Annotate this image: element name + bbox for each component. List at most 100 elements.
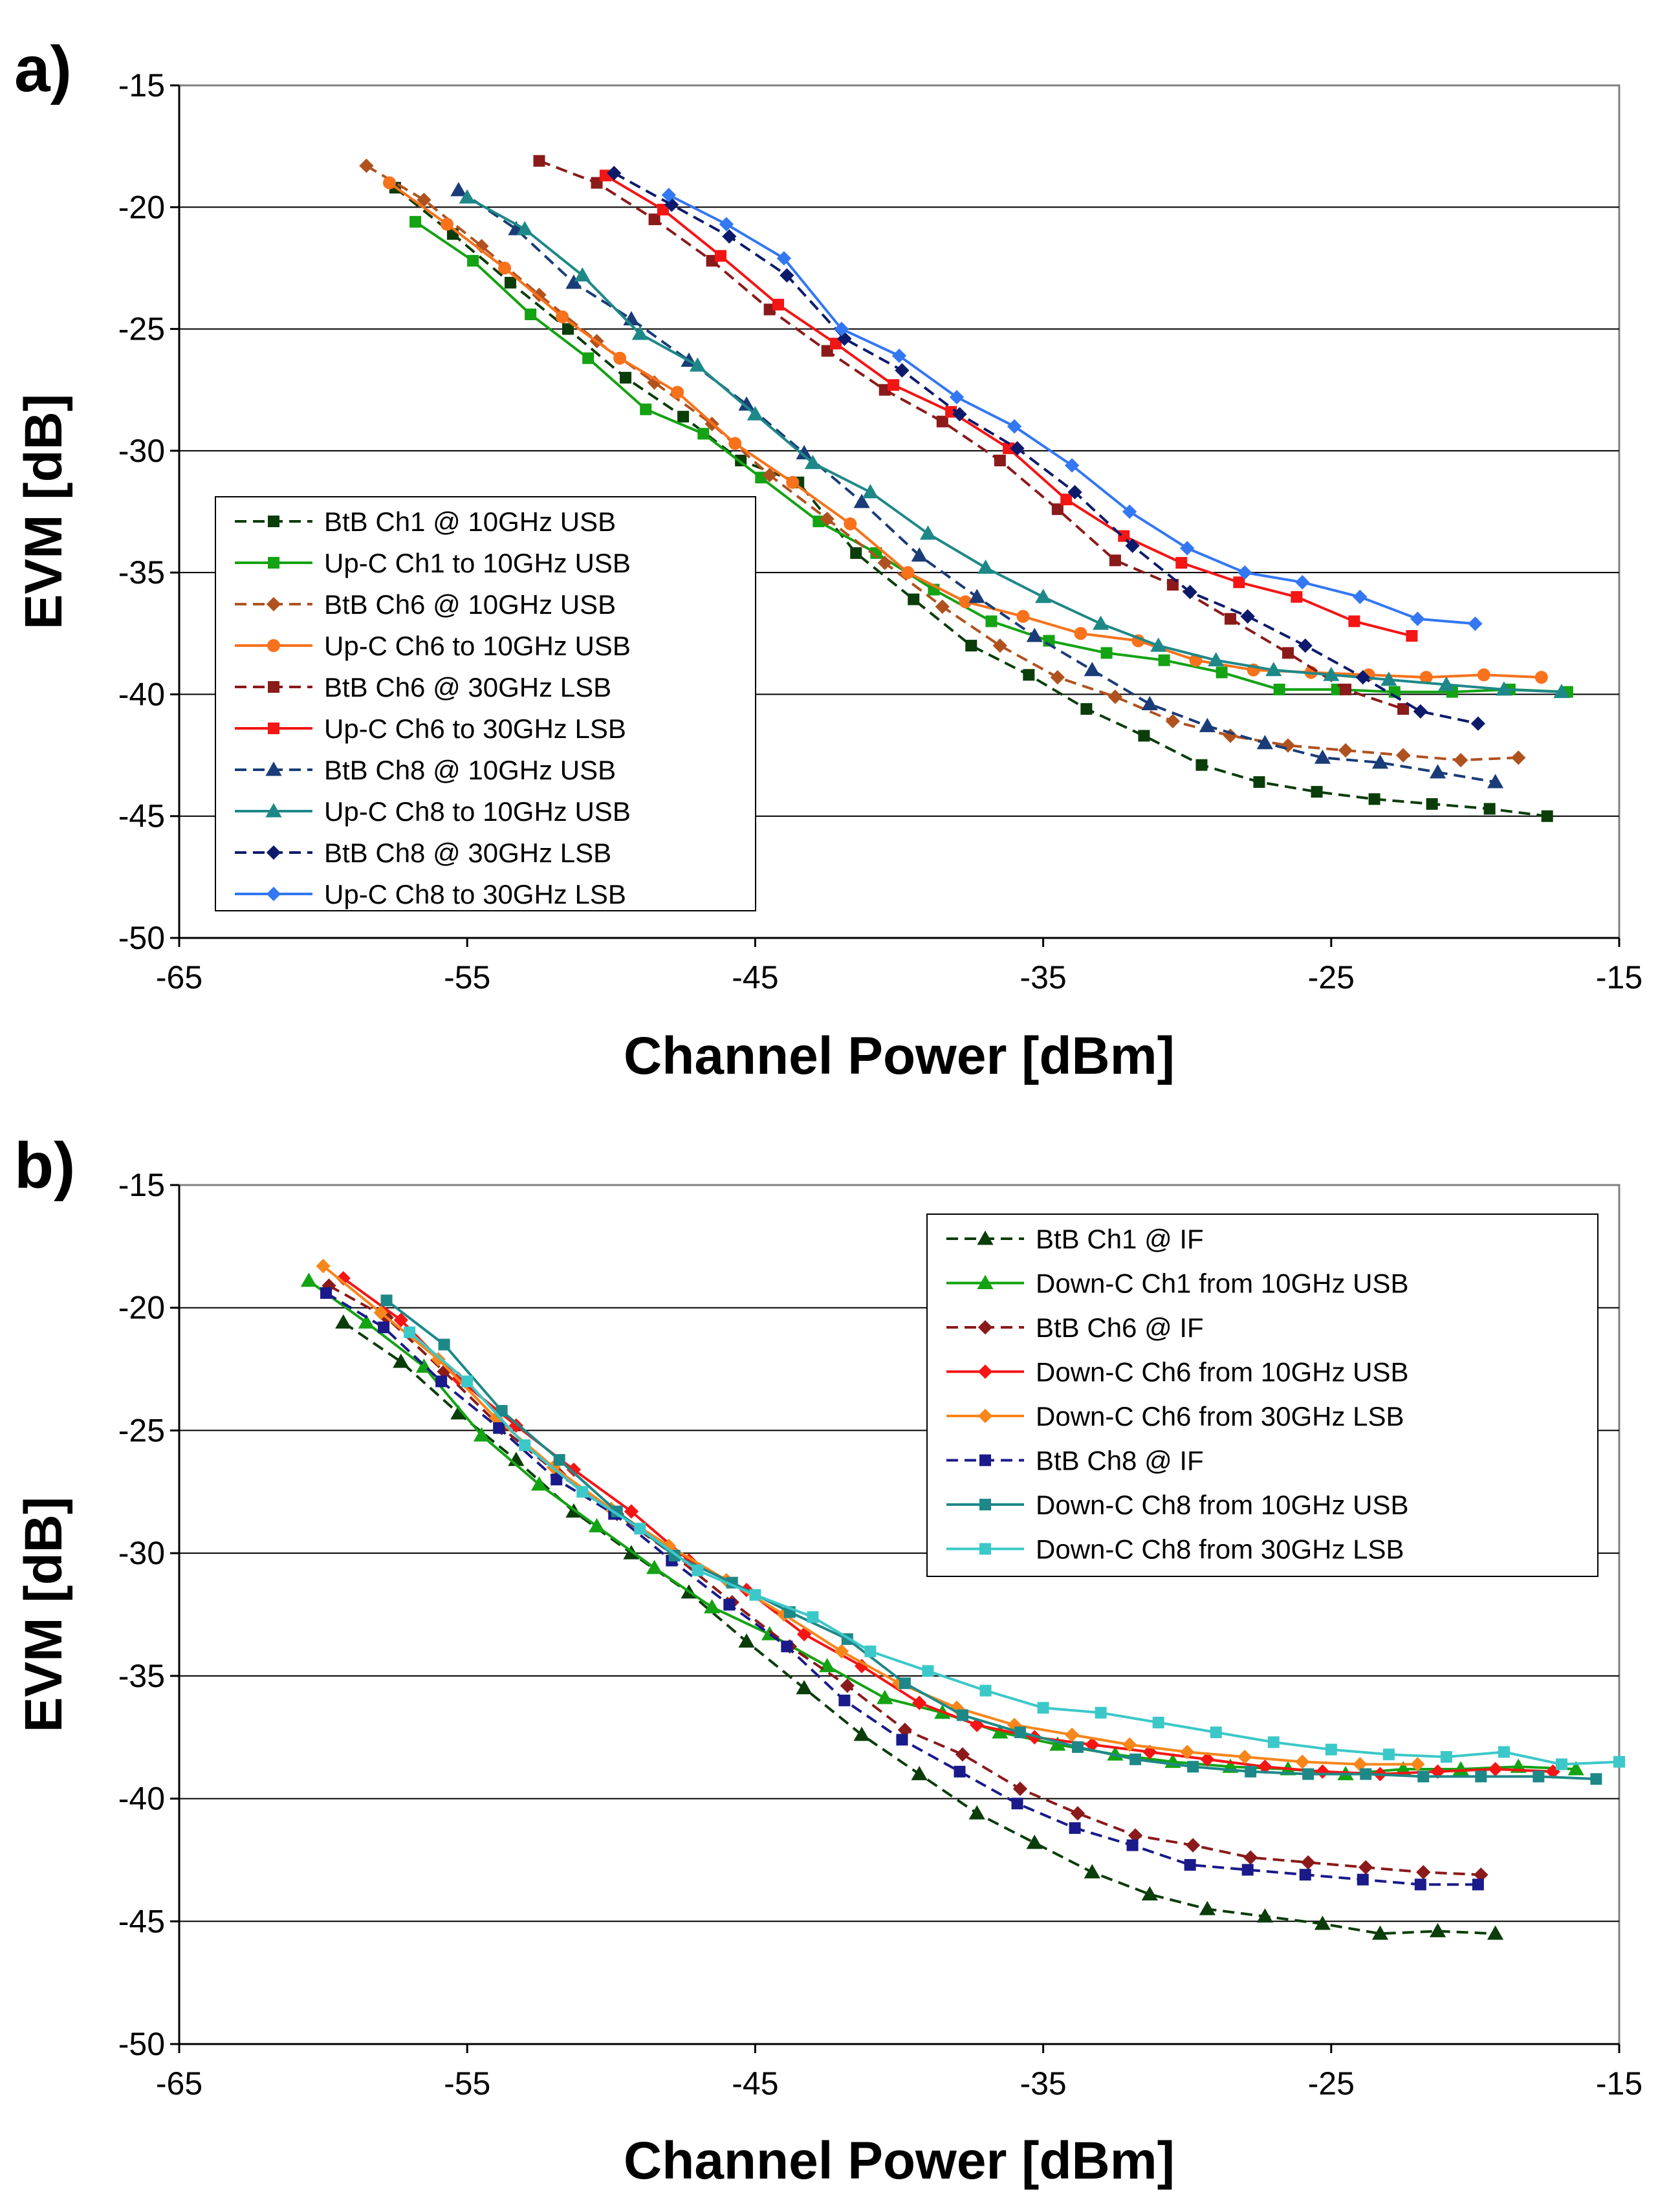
data-point	[553, 1453, 565, 1466]
data-point	[1438, 676, 1455, 691]
legend-marker	[977, 1320, 993, 1335]
data-point	[1085, 1737, 1100, 1752]
data-point	[912, 1695, 927, 1710]
x-tick-label: -15	[1596, 959, 1642, 996]
data-point	[965, 640, 977, 652]
data-point	[901, 566, 915, 580]
data-point	[574, 267, 591, 282]
data-point	[671, 386, 684, 399]
data-point	[1380, 671, 1397, 686]
data-point	[1410, 611, 1425, 626]
data-point	[968, 589, 985, 604]
data-point	[956, 1709, 968, 1721]
data-point	[380, 1294, 393, 1307]
data-point	[1224, 613, 1236, 625]
series-8	[404, 1326, 1625, 1770]
panel-b-label: b)	[14, 1129, 76, 1202]
data-point	[461, 1375, 474, 1387]
data-point	[1184, 1859, 1196, 1871]
data-point	[1016, 609, 1030, 623]
x-tick-label: -65	[156, 959, 202, 996]
data-point	[1301, 1855, 1316, 1870]
legend-marker	[977, 1230, 994, 1245]
data-point	[1010, 441, 1025, 456]
data-point	[1142, 1745, 1157, 1759]
legend-label: BtB Ch8 @ 30GHz LSB	[324, 838, 611, 868]
data-point	[955, 1747, 970, 1762]
data-point	[1141, 695, 1158, 710]
data-point	[830, 338, 842, 350]
data-point	[1475, 1770, 1487, 1783]
x-tick-label: -65	[156, 2065, 202, 2102]
data-point	[1011, 1798, 1023, 1810]
series-9	[607, 166, 1486, 731]
series-8	[459, 189, 1570, 699]
legend-marker	[268, 557, 279, 569]
data-point	[320, 1287, 333, 1299]
data-point	[322, 1278, 336, 1293]
data-point	[1429, 764, 1446, 779]
y-tick-label: -30	[118, 1535, 165, 1571]
x-tick-label: -55	[444, 2065, 490, 2102]
data-point	[1012, 1781, 1028, 1796]
data-point	[1180, 541, 1195, 556]
series-6	[320, 1287, 1484, 1891]
data-point	[409, 215, 422, 228]
legend-marker	[977, 1274, 994, 1289]
data-point	[459, 189, 475, 204]
data-point	[1291, 591, 1303, 603]
data-point	[949, 389, 965, 405]
data-point	[1302, 1768, 1315, 1780]
data-point	[1613, 1756, 1625, 1768]
data-point	[1195, 759, 1208, 771]
data-point	[1223, 728, 1238, 743]
data-point	[620, 371, 632, 384]
data-point	[1126, 1839, 1139, 1851]
legend-label: Up-C Ch8 to 10GHz USB	[324, 796, 631, 827]
data-point	[1511, 750, 1526, 765]
legend-label: BtB Ch6 @ 30GHz LSB	[324, 672, 611, 702]
data-point	[838, 1694, 851, 1706]
data-point	[474, 239, 489, 254]
data-point	[1200, 1752, 1215, 1767]
data-point	[1474, 1867, 1489, 1882]
data-point	[992, 638, 1007, 653]
data-point	[1129, 1753, 1142, 1765]
data-point	[582, 352, 595, 364]
data-point	[607, 166, 622, 180]
data-point	[1023, 669, 1035, 681]
data-point	[1064, 1727, 1080, 1743]
y-tick-label: -15	[118, 1167, 165, 1203]
data-point	[467, 255, 479, 267]
data-point	[968, 1805, 985, 1820]
legend-marker	[979, 1454, 991, 1466]
legend-label: Down-C Ch6 from 10GHz USB	[1036, 1357, 1409, 1387]
data-point	[804, 455, 822, 470]
series-line	[408, 1331, 1620, 1766]
legend-label: Up-C Ch8 to 30GHz LSB	[324, 879, 626, 909]
data-point	[704, 1599, 721, 1614]
data-point	[496, 1405, 508, 1417]
data-point	[992, 1724, 1009, 1739]
data-point	[935, 599, 950, 615]
data-point	[738, 1633, 755, 1648]
x-axis-title: Channel Power [dBm]	[624, 2131, 1175, 2190]
data-point	[697, 428, 710, 440]
data-point	[911, 547, 928, 562]
y-tick-label: -25	[118, 311, 165, 347]
data-point	[1109, 554, 1121, 567]
data-point	[1245, 1765, 1257, 1778]
data-point	[780, 268, 794, 283]
legend-label: BtB Ch1 @ IF	[1036, 1224, 1204, 1254]
data-point	[533, 155, 545, 167]
data-point	[1128, 1828, 1143, 1843]
data-point	[1107, 690, 1123, 704]
legend-marker	[267, 639, 280, 652]
data-point	[1368, 793, 1380, 805]
data-point	[1314, 1915, 1331, 1930]
y-axis-title: EVM [dB]	[14, 394, 73, 629]
data-point	[1238, 565, 1252, 580]
data-point	[1049, 1736, 1066, 1751]
data-point	[336, 1271, 351, 1286]
data-point	[556, 310, 569, 323]
